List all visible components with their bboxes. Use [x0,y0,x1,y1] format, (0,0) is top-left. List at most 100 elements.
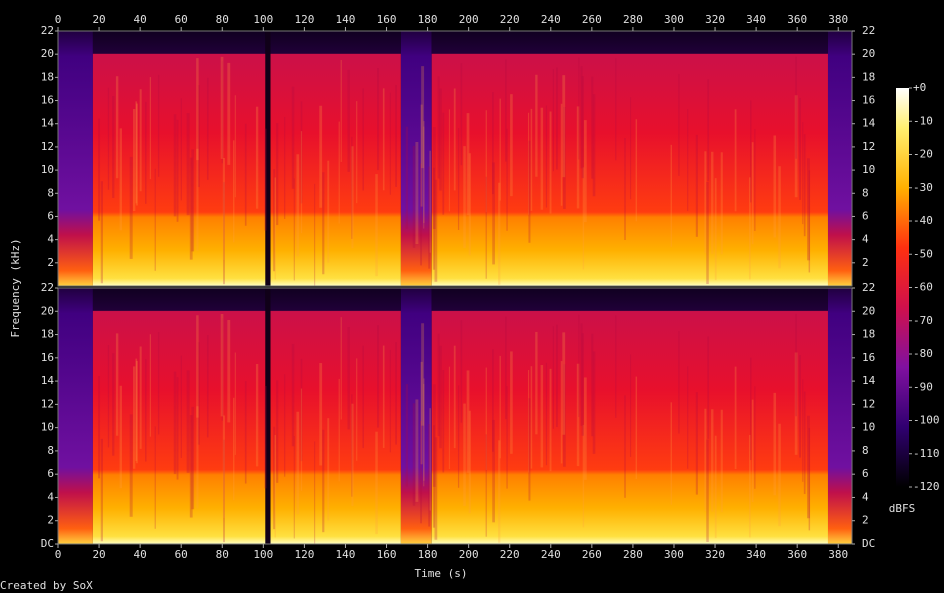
spectrogram-texture [145,101,147,204]
spectrogram-texture [778,423,781,527]
spectrogram-texture [264,385,267,489]
spectrogram-texture [135,103,138,206]
spectrogram-texture [196,58,199,161]
x-tick-label: 260 [582,548,602,561]
spectrogram-texture [592,94,596,197]
colorbar-tick-label: -70 [913,314,933,327]
spectrogram-texture [468,153,471,256]
spectrogram-texture [135,101,138,204]
spectrogram-texture [149,77,151,180]
spectrogram-texture [794,352,798,455]
spectrogram-texture [377,68,380,171]
spectrogram-texture [545,105,548,208]
spectrogram-texture [802,122,804,225]
spectrogram-texture [750,357,752,461]
spectrogram-texture [466,370,470,473]
spectrogram-texture [173,114,177,217]
x-tick-label: 0 [55,13,62,26]
x-tick-label: 280 [623,548,643,561]
x-axis-label: Time (s) [415,567,468,580]
spectrogram-texture [129,414,133,517]
spectrogram-texture [562,75,566,178]
spectrogram-texture [180,355,182,458]
spectrogram-texture [695,392,698,495]
spectrogram-texture [265,31,271,286]
spectrogram-texture [405,384,409,487]
spectrogram-texture [284,116,286,219]
spectrogram-texture [382,345,385,448]
spectrogram-texture [630,97,632,200]
spectrogram-texture [807,158,810,261]
spectrogram-texture [528,140,531,243]
y-tick-label: 14 [862,117,876,130]
spectrogram-texture [186,113,190,216]
spectrogram-texture [583,377,587,480]
spectrogram-texture [293,436,295,539]
y-tick-label: 14 [862,374,876,387]
spectrogram-texture [437,76,440,179]
y-axis-label: Frequency (kHz) [9,238,22,337]
spectrogram-texture [803,391,806,494]
spectrogram-texture [356,101,358,204]
spectrogram-texture [196,148,199,251]
spectrogram-texture [420,104,423,207]
spectrogram-texture [453,88,456,191]
spectrogram-texture [448,366,450,470]
spectrogram-texture [530,108,533,211]
spectrogram-texture [338,121,340,224]
spectrogram-texture [460,320,463,423]
y-tick-label: 22 [862,24,875,37]
spectrogram-texture [439,345,442,449]
x-tick-label: 240 [541,13,561,26]
spectrogram-texture [389,349,391,453]
spectrogram-texture [296,154,300,257]
spectrogram-texture [145,359,147,462]
spectrogram-texture [434,437,438,540]
spectrogram-texture [499,355,501,459]
y-tick-label: 12 [862,397,875,410]
spectrogram-texture [485,434,487,537]
y-tick-label: 10 [41,421,54,434]
y-tick-label: 6 [47,209,54,222]
spectrogram-texture [227,320,231,423]
spectrogram-texture [186,370,190,473]
spectrogram-texture [453,345,456,449]
x-tick-label: 380 [828,548,848,561]
spectrogram-texture [112,353,115,456]
spectrogram-texture [421,66,425,169]
spectrogram-texture [754,386,756,489]
spectrogram-texture [545,362,548,466]
spectrogram-texture [135,358,138,462]
y-tick-label: 22 [41,24,54,37]
spectrogram-texture [428,424,431,527]
spectrogram-texture [234,352,236,455]
x-tick-label: 100 [253,13,273,26]
spectrogram-texture [707,336,710,439]
spectrogram-texture [274,435,276,538]
spectrogram-texture [562,332,566,435]
spectrogram-texture [581,333,584,436]
spectrogram-texture [540,365,544,468]
spectrogram-texture [580,66,583,169]
spectrogram-texture [415,399,419,502]
spectrogram-texture [180,98,182,201]
spectrogram-texture [400,288,432,544]
x-tick-label: 100 [253,548,273,561]
spectrogram-texture [347,327,350,430]
spectrogram-texture [115,76,119,179]
spectrogram-texture [92,288,266,544]
y-tick-label: 16 [862,94,875,107]
spectrogram-texture [270,288,401,544]
spectrogram-texture [635,119,638,222]
x-tick-label: 40 [134,13,147,26]
x-tick-label: 260 [582,13,602,26]
spectrogram-texture [135,360,138,464]
spectrogram-texture [432,425,436,528]
spectrogram-texture [802,379,804,482]
spectrogram-texture [506,386,508,489]
spectrogram-texture [206,335,209,438]
spectrogram-texture [322,172,325,275]
spectrogram-texture [714,435,717,539]
spectrogram-texture [556,324,558,428]
spectrogram-texture [485,110,487,213]
